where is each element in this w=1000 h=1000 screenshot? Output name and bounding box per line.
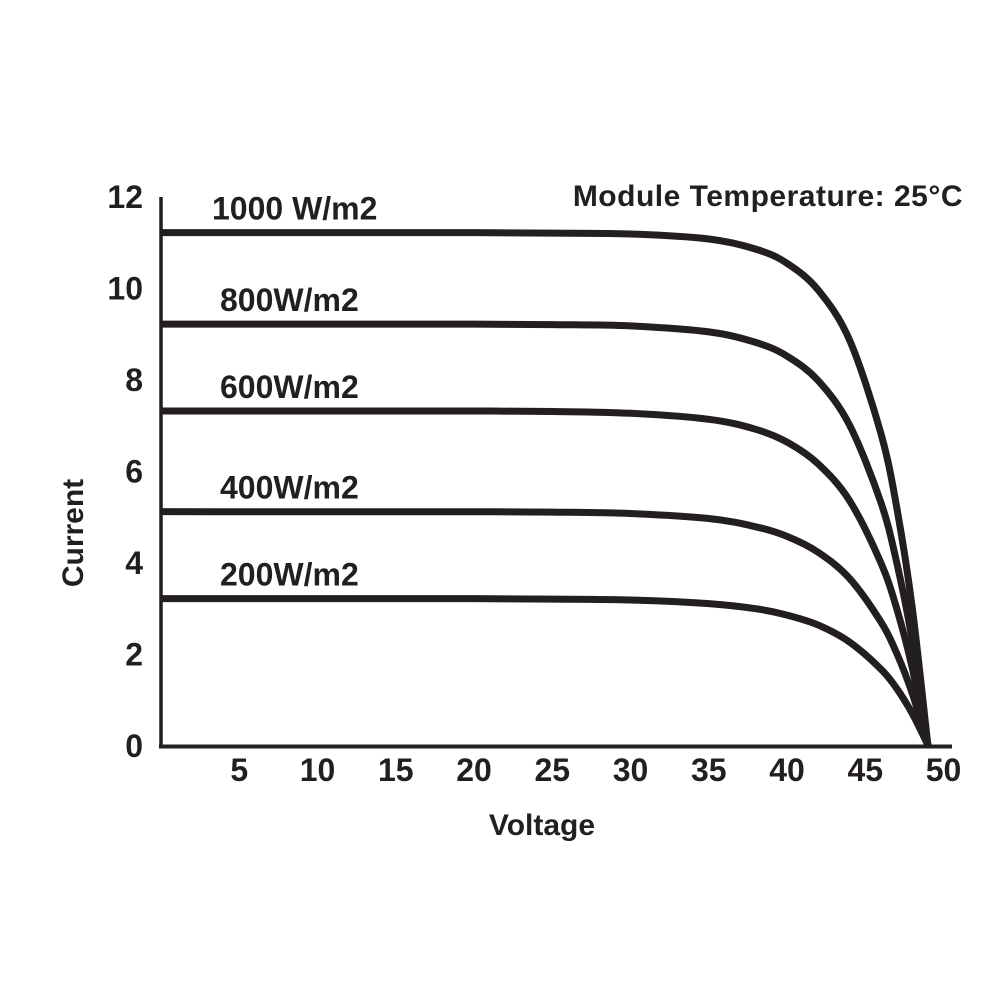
x-tick-label-30: 30 (613, 752, 649, 788)
series-label-400w-m2: 400W/m2 (220, 470, 359, 506)
y-tick-label-4: 4 (125, 545, 143, 581)
y-tick-label-6: 6 (125, 454, 143, 490)
x-tick-label-35: 35 (691, 752, 727, 788)
series-label-600w-m2: 600W/m2 (220, 369, 359, 405)
x-axis-title: Voltage (489, 809, 595, 842)
x-tick-label-50: 50 (926, 752, 962, 788)
x-tick-label-20: 20 (456, 752, 492, 788)
x-tick-label-10: 10 (300, 752, 336, 788)
iv-curve-800w-m2 (160, 320, 932, 746)
y-tick-labels-group: 0 2 4 6 8 10 12 (107, 179, 143, 764)
y-tick-label-12: 12 (107, 179, 143, 215)
series-labels-group: 1000 W/m2 800W/m2 600W/m2 400W/m2 200W/m2 (212, 191, 377, 593)
iv-curve-200w-m2 (160, 595, 932, 747)
module-temperature-annotation: Module Temperature: 25°C (573, 180, 963, 213)
x-tick-label-40: 40 (769, 752, 805, 788)
y-tick-label-2: 2 (125, 637, 143, 673)
series-label-800w-m2: 800W/m2 (220, 282, 359, 318)
y-tick-label-8: 8 (125, 362, 143, 398)
y-tick-label-0: 0 (125, 728, 143, 764)
series-label-200w-m2: 200W/m2 (220, 557, 359, 593)
x-tick-label-5: 5 (230, 752, 248, 788)
x-tick-label-45: 45 (847, 752, 883, 788)
y-tick-label-10: 10 (107, 271, 143, 307)
iv-curve-400w-m2 (160, 508, 932, 747)
iv-curve-600w-m2 (160, 407, 932, 746)
iv-curve-1000-w-m2 (160, 229, 932, 746)
y-axis-title: Current (57, 479, 90, 587)
x-tick-label-15: 15 (378, 752, 414, 788)
x-tick-labels-group: 5 10 15 20 25 30 35 40 45 50 (230, 752, 961, 788)
curves-group (160, 229, 932, 747)
x-tick-label-25: 25 (534, 752, 570, 788)
series-label-1000-w-m2: 1000 W/m2 (212, 191, 377, 227)
